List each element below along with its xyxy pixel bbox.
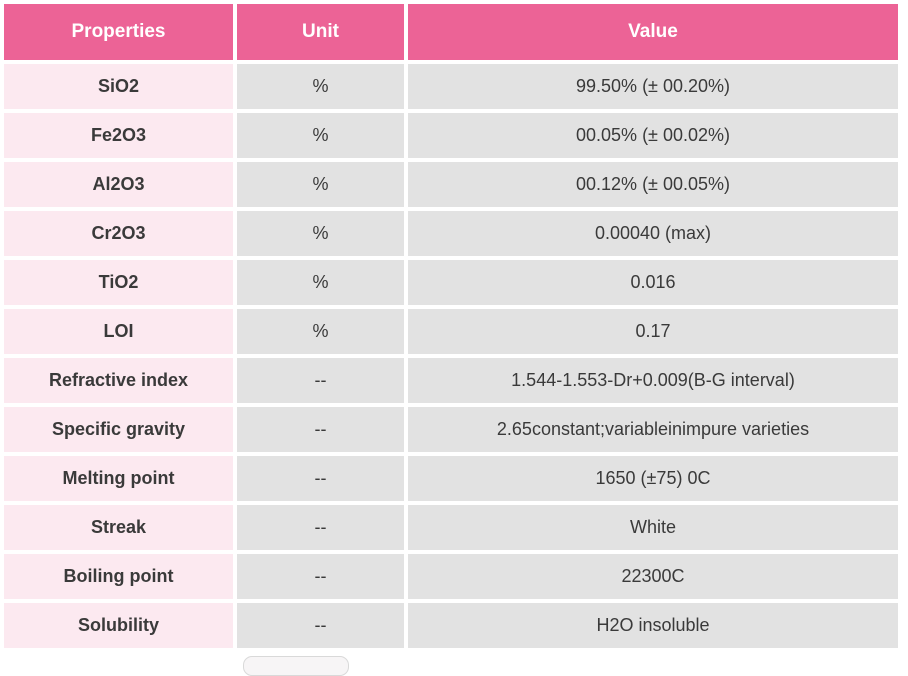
table-row-boiling-point: Boiling point -- 22300C — [4, 554, 898, 599]
value-cell: White — [408, 505, 898, 550]
table-row-refractive-index: Refractive index -- 1.544-1.553-Dr+0.009… — [4, 358, 898, 403]
table-row-solubility: Solubility -- H2O insoluble — [4, 603, 898, 648]
table-row-tio2: TiO2 % 0.016 — [4, 260, 898, 305]
table-row-melting-point: Melting point -- 1650 (±75) 0C — [4, 456, 898, 501]
value-cell: 1650 (±75) 0C — [408, 456, 898, 501]
property-cell: Streak — [4, 505, 233, 550]
property-cell: Al2O3 — [4, 162, 233, 207]
value-cell: 22300C — [408, 554, 898, 599]
column-header-unit: Unit — [237, 4, 404, 60]
table-row-streak: Streak -- White — [4, 505, 898, 550]
property-cell: Boiling point — [4, 554, 233, 599]
unit-cell: % — [237, 64, 404, 109]
unit-cell: -- — [237, 456, 404, 501]
material-properties-table: Properties Unit Value SiO2 % 99.50% (± 0… — [4, 4, 898, 648]
value-cell: 0.00040 (max) — [408, 211, 898, 256]
header-row: Properties Unit Value — [4, 4, 898, 60]
property-cell: Refractive index — [4, 358, 233, 403]
table-row-specific-gravity: Specific gravity -- 2.65constant;variabl… — [4, 407, 898, 452]
value-cell: 2.65constant;variableinimpure varieties — [408, 407, 898, 452]
property-cell: Melting point — [4, 456, 233, 501]
unit-cell: -- — [237, 505, 404, 550]
column-header-value: Value — [408, 4, 898, 60]
value-cell: 0.016 — [408, 260, 898, 305]
table-row-sio2: SiO2 % 99.50% (± 00.20%) — [4, 64, 898, 109]
property-cell: Cr2O3 — [4, 211, 233, 256]
unit-cell: % — [237, 162, 404, 207]
unit-cell: -- — [237, 603, 404, 648]
scrollbar-thumb[interactable] — [243, 656, 349, 676]
property-cell: TiO2 — [4, 260, 233, 305]
property-cell: Specific gravity — [4, 407, 233, 452]
table-row-fe2o3: Fe2O3 % 00.05% (± 00.02%) — [4, 113, 898, 158]
unit-cell: % — [237, 309, 404, 354]
column-header-properties: Properties — [4, 4, 233, 60]
value-cell: 00.12% (± 00.05%) — [408, 162, 898, 207]
unit-cell: -- — [237, 407, 404, 452]
unit-cell: % — [237, 260, 404, 305]
unit-cell: % — [237, 211, 404, 256]
property-cell: Fe2O3 — [4, 113, 233, 158]
value-cell: 0.17 — [408, 309, 898, 354]
value-cell: 99.50% (± 00.20%) — [408, 64, 898, 109]
table-row-loi: LOI % 0.17 — [4, 309, 898, 354]
property-cell: LOI — [4, 309, 233, 354]
unit-cell: -- — [237, 358, 404, 403]
value-cell: 00.05% (± 00.02%) — [408, 113, 898, 158]
unit-cell: -- — [237, 554, 404, 599]
value-cell: H2O insoluble — [408, 603, 898, 648]
table-row-al2o3: Al2O3 % 00.12% (± 00.05%) — [4, 162, 898, 207]
table-row-cr2o3: Cr2O3 % 0.00040 (max) — [4, 211, 898, 256]
property-cell: SiO2 — [4, 64, 233, 109]
property-cell: Solubility — [4, 603, 233, 648]
value-cell: 1.544-1.553-Dr+0.009(B-G interval) — [408, 358, 898, 403]
unit-cell: % — [237, 113, 404, 158]
